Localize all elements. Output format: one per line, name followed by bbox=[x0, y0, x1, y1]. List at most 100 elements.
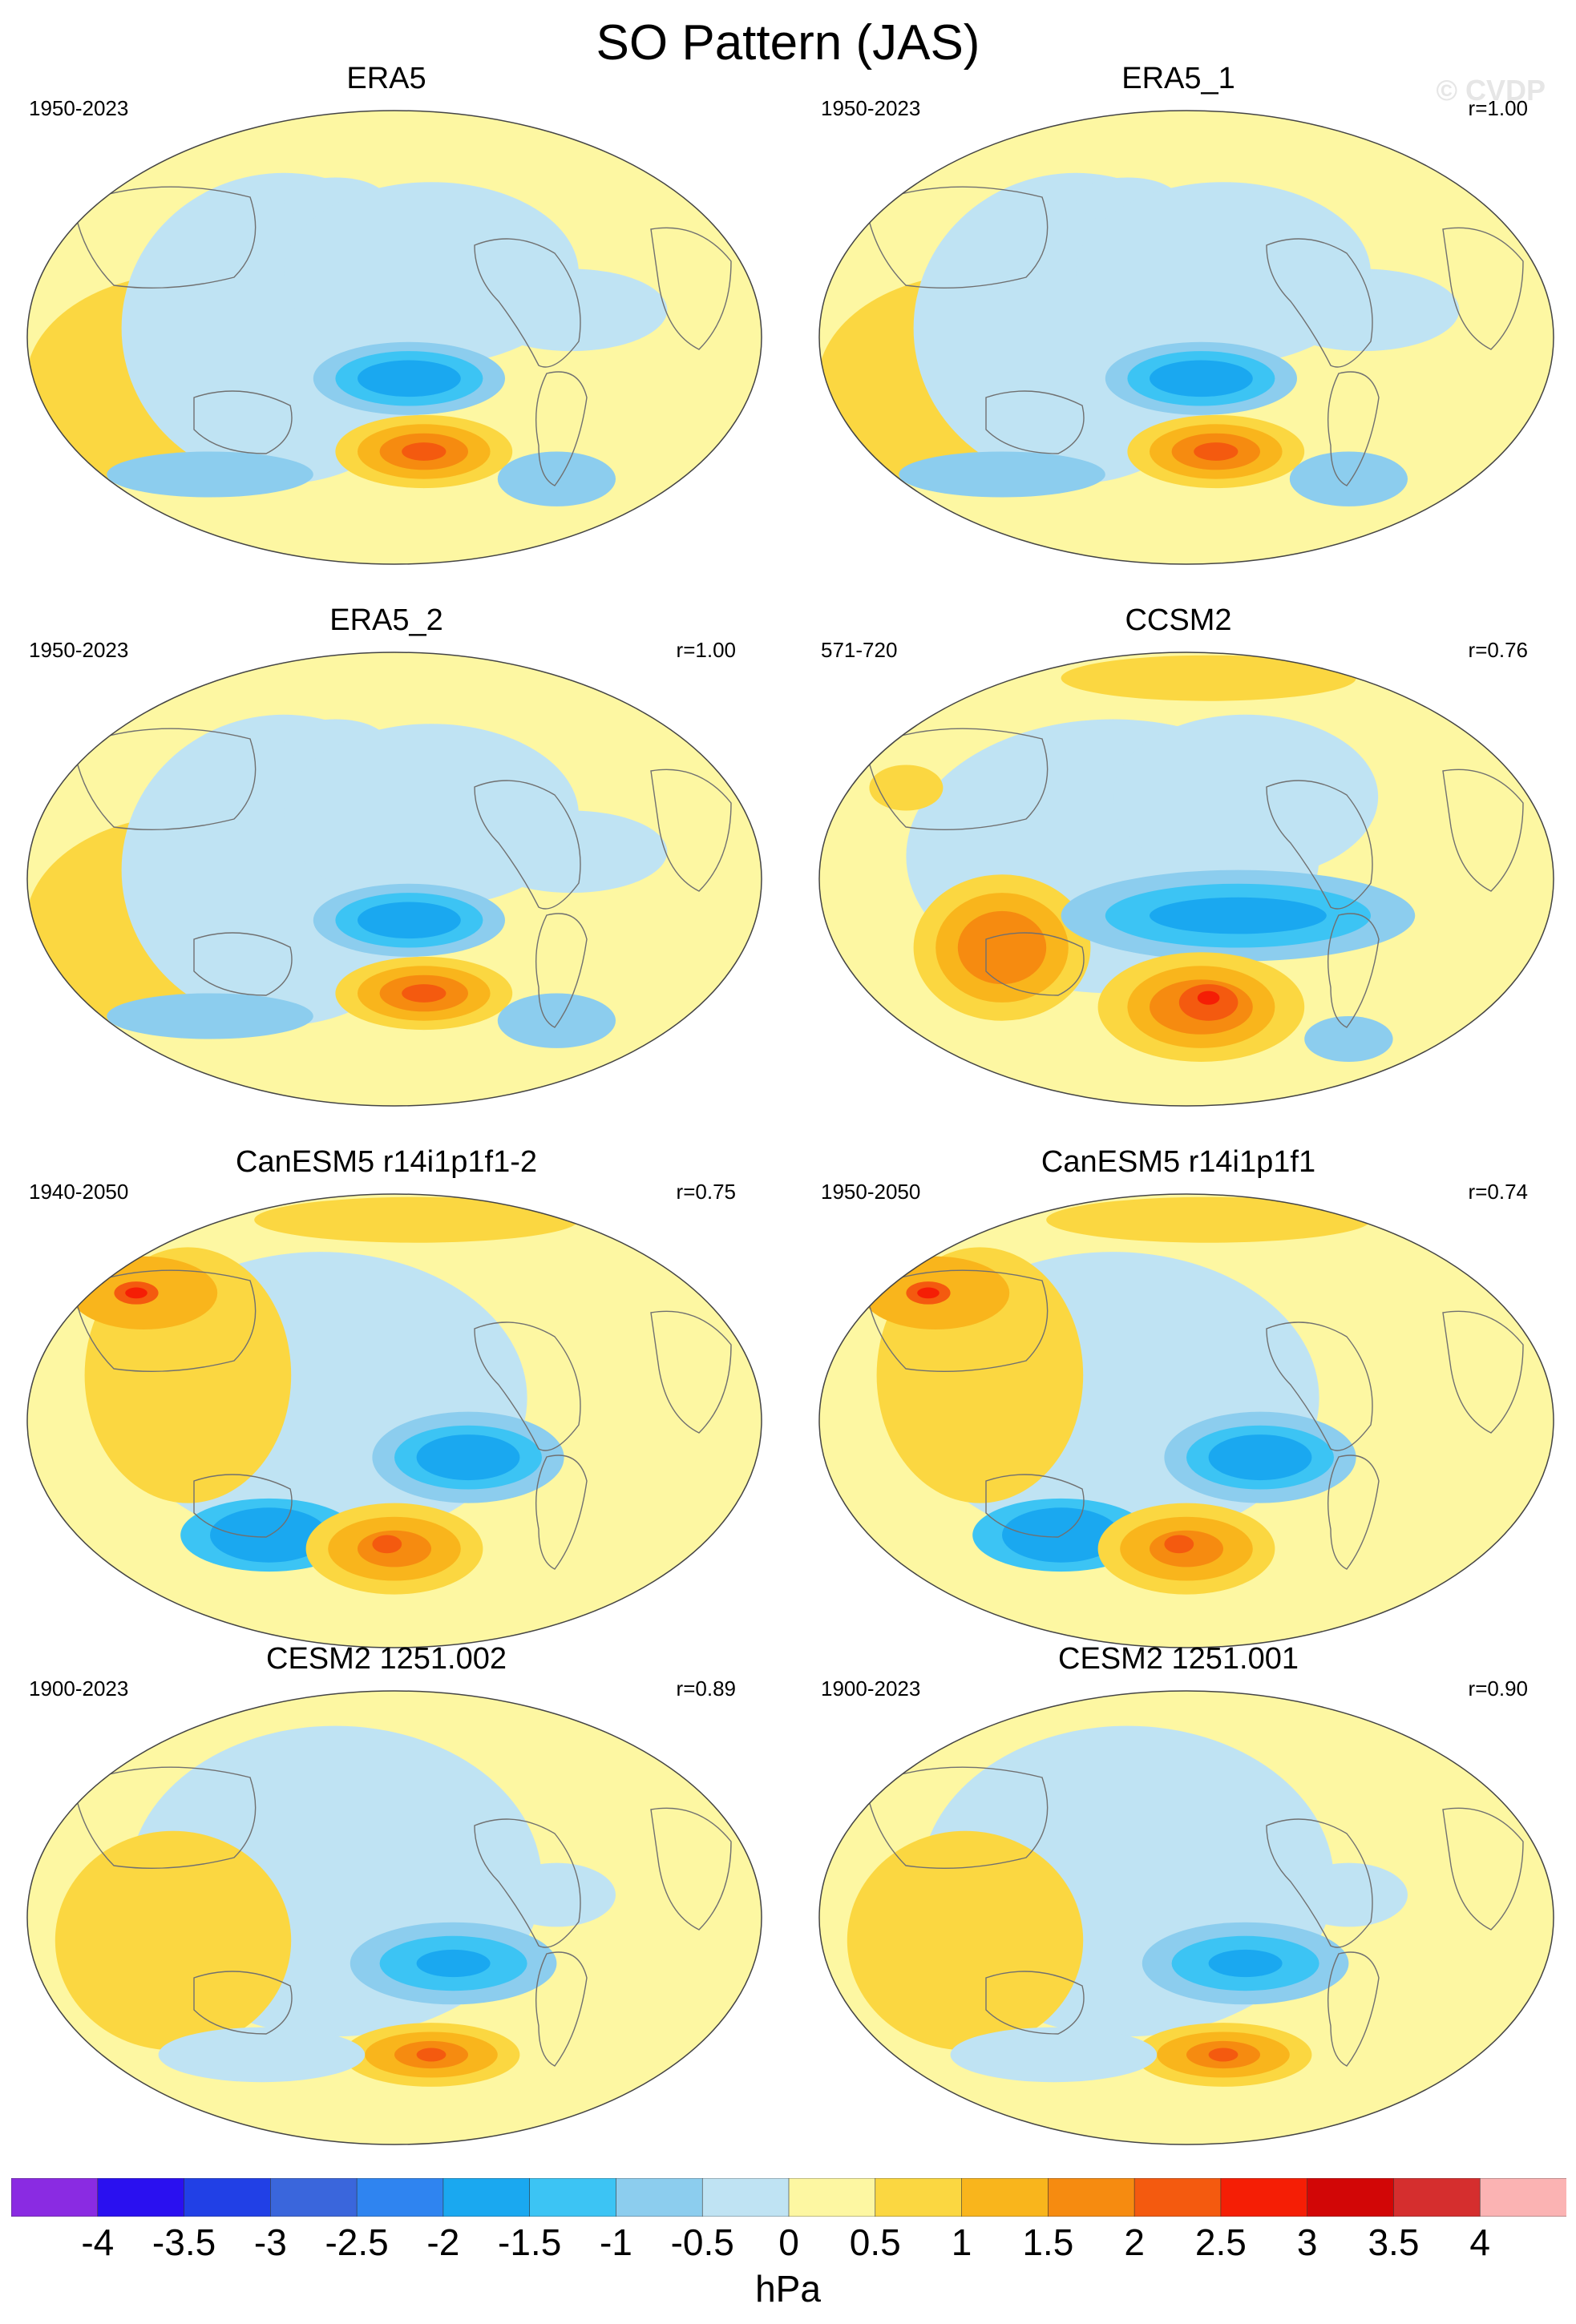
coastline bbox=[535, 1455, 588, 1570]
coastline bbox=[73, 1269, 257, 1373]
anomaly-contour bbox=[869, 765, 944, 811]
panel-title: CanESM5 r14i1p1f1-2 bbox=[236, 1145, 537, 1179]
anomaly-contour bbox=[402, 984, 447, 1003]
coastline bbox=[535, 371, 588, 486]
world-map bbox=[818, 1689, 1555, 2146]
coastline bbox=[1442, 1807, 1524, 1931]
panel-years: 1900-2023 bbox=[29, 1676, 129, 1701]
anomaly-contour bbox=[957, 910, 1047, 985]
coastline bbox=[474, 1818, 581, 1948]
anomaly-contour bbox=[358, 360, 461, 397]
world-map bbox=[26, 651, 763, 1108]
coastline bbox=[985, 1971, 1085, 2035]
colorbar-tick-label: -4 bbox=[81, 2221, 115, 2263]
colorbar-swatch bbox=[1479, 2178, 1566, 2217]
map-canvas bbox=[818, 110, 1554, 565]
anomaly-contour bbox=[1076, 182, 1371, 365]
world-map bbox=[26, 1192, 763, 1649]
panel-correlation: r=0.76 bbox=[1468, 638, 1528, 662]
anomaly-contour bbox=[1289, 1862, 1408, 1927]
colorbar-units: hPa bbox=[755, 2268, 821, 2310]
coastline bbox=[535, 913, 588, 1028]
anomaly-contour bbox=[284, 182, 579, 365]
coastline bbox=[73, 728, 257, 831]
map-canvas bbox=[26, 1193, 762, 1648]
world-map bbox=[818, 651, 1555, 1108]
map-outline bbox=[818, 110, 1554, 565]
map-outline bbox=[26, 1193, 762, 1648]
coastline bbox=[193, 1971, 293, 2035]
anomaly-contour bbox=[497, 993, 616, 1048]
panel-correlation: r=1.00 bbox=[1468, 96, 1528, 120]
anomaly-contour bbox=[402, 442, 447, 461]
anomaly-contour bbox=[1194, 442, 1239, 461]
panel-correlation: r=0.89 bbox=[676, 1676, 736, 1701]
anomaly-contour bbox=[1113, 714, 1379, 879]
panel-years: 1940-2050 bbox=[29, 1180, 129, 1204]
world-map bbox=[818, 1192, 1555, 1649]
anomaly-contour bbox=[1197, 991, 1220, 1005]
panel-correlation: r=1.00 bbox=[676, 638, 736, 662]
anomaly-contour bbox=[125, 1287, 147, 1299]
colorbar-swatch bbox=[97, 2178, 185, 2217]
world-map bbox=[26, 1689, 763, 2146]
colorbar-swatch bbox=[184, 2178, 272, 2217]
colorbar-tick-label: 4 bbox=[1469, 2221, 1491, 2263]
anomaly-contour bbox=[1164, 1535, 1194, 1554]
anomaly-contour bbox=[158, 2027, 366, 2083]
colorbar-tick-label: -2.5 bbox=[325, 2221, 389, 2263]
anomaly-contour bbox=[497, 451, 616, 506]
colorbar-tick-label: 2.5 bbox=[1194, 2221, 1247, 2263]
coastline bbox=[985, 1474, 1085, 1538]
anomaly-contour bbox=[416, 1434, 520, 1481]
coastline bbox=[193, 932, 293, 996]
panel-years: 1900-2023 bbox=[821, 1676, 921, 1701]
map-canvas bbox=[26, 652, 762, 1107]
anomaly-contour bbox=[254, 1196, 579, 1243]
figure-title: SO Pattern (JAS) bbox=[596, 15, 980, 71]
colorbar-tick-label: 3 bbox=[1296, 2221, 1318, 2263]
panel-title: ERA5_2 bbox=[329, 603, 443, 637]
colorbar-swatch bbox=[11, 2178, 99, 2217]
map-outline bbox=[26, 1690, 762, 2145]
colorbar-tick-label: 1.5 bbox=[1022, 2221, 1074, 2263]
anomaly-contour bbox=[899, 451, 1105, 498]
map-canvas bbox=[818, 1690, 1554, 2145]
coastline bbox=[865, 1766, 1049, 1870]
coastline bbox=[865, 1269, 1049, 1373]
map-outline bbox=[26, 110, 762, 565]
panel-years: 1950-2050 bbox=[821, 1180, 921, 1204]
panel-years: 1950-2023 bbox=[29, 638, 129, 662]
coastline bbox=[1442, 769, 1524, 892]
map-panel: ERA5_1 1950-2023 r=1.00 bbox=[802, 61, 1555, 566]
colorbar-swatch bbox=[270, 2178, 358, 2217]
anomaly-contour bbox=[1208, 1949, 1283, 1978]
colorbar-swatch bbox=[788, 2178, 876, 2217]
anomaly-contour bbox=[1150, 360, 1253, 397]
map-outline bbox=[818, 652, 1554, 1107]
colorbar-tick-label: -1 bbox=[599, 2221, 632, 2263]
panel-title: CCSM2 bbox=[1125, 603, 1232, 637]
coastline bbox=[985, 390, 1085, 454]
panel-title: ERA5_1 bbox=[1121, 62, 1235, 95]
anomaly-contour bbox=[497, 1862, 616, 1927]
anomaly-contour bbox=[1289, 451, 1408, 506]
coastline bbox=[650, 1807, 732, 1931]
anomaly-contour bbox=[1208, 1434, 1312, 1481]
panel-years: 1950-2023 bbox=[29, 96, 129, 120]
panel-years: 1950-2023 bbox=[821, 96, 921, 120]
map-canvas bbox=[26, 110, 762, 565]
colorbar-tick-label: -3.5 bbox=[152, 2221, 216, 2263]
colorbar-swatch bbox=[1220, 2178, 1308, 2217]
colorbar-swatch bbox=[529, 2178, 617, 2217]
anomaly-contour bbox=[284, 724, 579, 907]
colorbar-tick-label: 1 bbox=[951, 2221, 972, 2263]
colorbar-tick-label: -0.5 bbox=[670, 2221, 734, 2263]
coastline bbox=[1327, 913, 1380, 1028]
colorbar-tick-label: -3 bbox=[253, 2221, 287, 2263]
anomaly-contour bbox=[917, 1287, 940, 1299]
coastline bbox=[1327, 1951, 1380, 2067]
coastline bbox=[193, 390, 293, 454]
colorbar-swatch bbox=[701, 2178, 790, 2217]
anomaly-contour bbox=[1150, 897, 1327, 934]
